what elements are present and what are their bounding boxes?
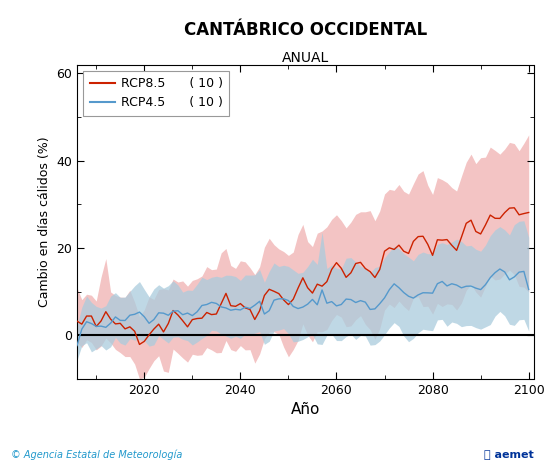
Text: Ⓟ aemet: Ⓟ aemet [484,450,534,460]
Y-axis label: Cambio en días cálidos (%): Cambio en días cálidos (%) [38,136,51,307]
Text: CANTÁBRICO OCCIDENTAL: CANTÁBRICO OCCIDENTAL [184,21,427,39]
Text: © Agencia Estatal de Meteorología: © Agencia Estatal de Meteorología [11,449,183,460]
Title: ANUAL: ANUAL [282,51,329,65]
Legend: RCP8.5      ( 10 ), RCP4.5      ( 10 ): RCP8.5 ( 10 ), RCP4.5 ( 10 ) [83,71,229,116]
X-axis label: Año: Año [290,402,320,417]
